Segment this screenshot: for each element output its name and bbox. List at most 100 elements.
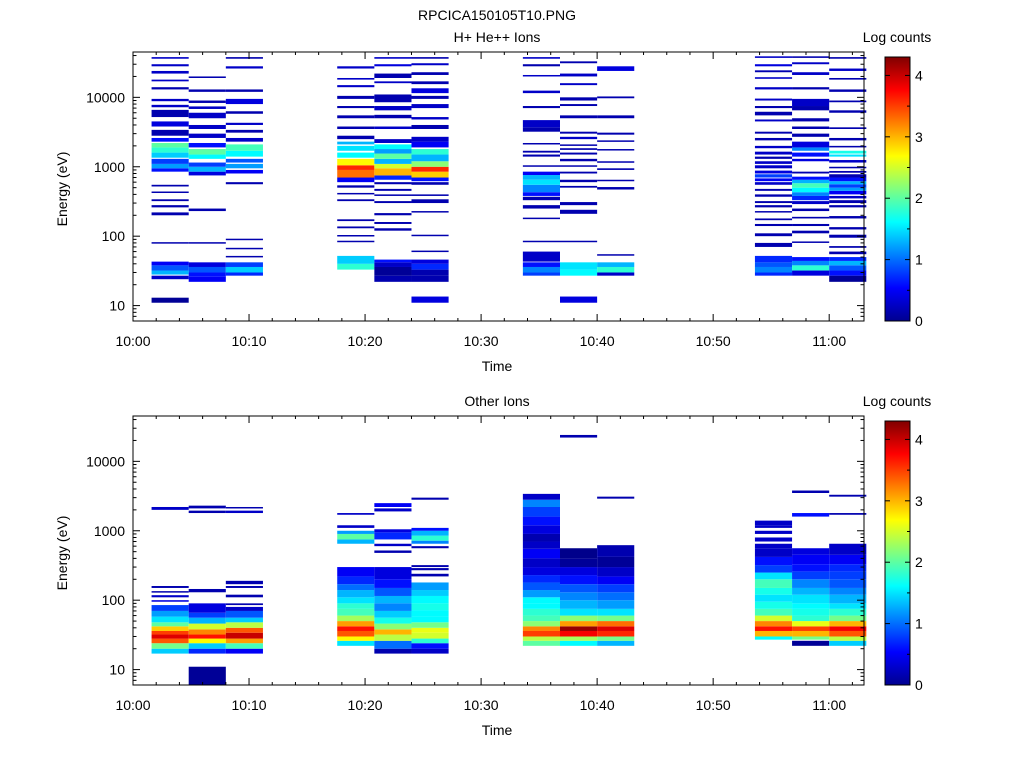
heatmap-cell [522, 142, 560, 145]
heatmap-cell [225, 627, 263, 633]
heatmap-cell [411, 194, 449, 196]
heatmap-cell [151, 616, 189, 623]
heatmap-cell [225, 610, 263, 618]
heatmap-cell [754, 601, 793, 609]
heatmap-cell [754, 194, 793, 197]
heatmap-cell [597, 66, 635, 71]
heatmap-cell [337, 219, 375, 222]
heatmap-cell [792, 548, 830, 555]
heatmap-cell [151, 297, 189, 303]
heatmap-cell [188, 112, 226, 119]
heatmap-cell [829, 187, 867, 191]
heatmap-cell [337, 640, 375, 646]
heatmap-cell [560, 575, 598, 585]
heatmap-cell [225, 238, 263, 241]
heatmap-cell [754, 525, 793, 528]
heatmap-cell [188, 100, 226, 103]
heatmap-cell [337, 192, 375, 195]
heatmap-cell [374, 266, 412, 276]
colorbar-tick-label: 1 [915, 616, 923, 632]
heatmap-cell [754, 636, 793, 640]
heatmap-cell [188, 634, 226, 639]
heatmap-cell [560, 209, 598, 214]
colorbar-tick-label: 2 [915, 554, 923, 570]
heatmap-cell [754, 156, 793, 159]
heatmap-cell [792, 223, 830, 227]
heatmap-cell [829, 246, 867, 248]
heatmap-cell [374, 648, 412, 654]
colorbar-label: Log counts [863, 393, 932, 409]
heatmap-cell [597, 115, 635, 119]
heatmap-cell [374, 567, 412, 580]
heatmap-cell [829, 571, 867, 580]
heatmap-cell [337, 576, 375, 585]
heatmap-cell [829, 621, 867, 627]
x-tick-label: 10:40 [580, 333, 615, 349]
heatmap-cell [597, 626, 635, 631]
heatmap-cell [829, 127, 867, 129]
heatmap-cell [411, 582, 449, 591]
heatmap-cell [188, 648, 226, 654]
heatmap-cell [188, 638, 226, 644]
heatmap-cell [411, 535, 449, 541]
heatmap-cell [522, 597, 560, 604]
heatmap-cell [560, 269, 598, 276]
heatmap-cell [188, 629, 226, 635]
heatmap-cell [792, 141, 830, 148]
heatmap-cell [560, 144, 598, 146]
heatmap-cell [411, 250, 449, 253]
heatmap-cell [829, 200, 867, 204]
heatmap-cell [829, 594, 867, 604]
heatmap-cell [792, 98, 830, 107]
heatmap-cell [225, 603, 263, 606]
heatmap-cell [522, 205, 560, 209]
heatmap-cell [411, 269, 449, 276]
x-tick-label: 10:10 [232, 333, 267, 349]
heatmap-cell [522, 171, 560, 176]
heatmap-cell [560, 165, 598, 167]
heatmap-cell [411, 182, 449, 185]
heatmap-cell [792, 257, 830, 261]
heatmap-cell [522, 90, 560, 94]
heatmap-cell [374, 188, 412, 191]
heatmap-cell [560, 558, 598, 568]
heatmap-cell [597, 187, 635, 190]
heatmap-cell [754, 587, 793, 595]
heatmap-cell [337, 152, 375, 158]
heatmap-cell [337, 525, 375, 528]
heatmap-cell [792, 587, 830, 595]
heatmap-cell [754, 201, 793, 204]
heatmap-cell [754, 548, 793, 557]
heatmap-cell [411, 104, 449, 109]
colorbar-tick-label: 2 [915, 190, 923, 206]
heatmap-cell [522, 615, 560, 622]
heatmap-cell [151, 70, 189, 74]
heatmap-cell [225, 262, 263, 267]
heatmap-cell [151, 121, 189, 127]
heatmap-cell [374, 163, 412, 169]
heatmap-cell [411, 527, 449, 531]
heatmap-cell [829, 195, 867, 199]
heatmap-cell [411, 161, 449, 167]
heatmap-cell [337, 630, 375, 637]
heatmap-cell [792, 179, 830, 184]
heatmap-cell [560, 636, 598, 641]
heatmap-cell [151, 506, 189, 510]
heatmap-cell [829, 630, 867, 637]
heatmap-cell [411, 643, 449, 649]
heatmap-cell [560, 434, 598, 438]
heatmap-cell [792, 72, 830, 75]
heatmap-cell [560, 608, 598, 616]
heatmap-cell [522, 179, 560, 185]
heatmap-cell [597, 132, 635, 135]
heatmap-cell [337, 145, 375, 151]
heatmap-cell [374, 158, 412, 164]
y-tick-label: 100 [102, 592, 126, 608]
heatmap-cell [522, 621, 560, 627]
heatmap-cell [754, 111, 793, 116]
heatmap-cell [411, 81, 449, 85]
heatmap-cell [374, 228, 412, 231]
heatmap-cell [754, 242, 793, 247]
heatmap-cell [411, 275, 449, 282]
heatmap-cell [151, 104, 189, 108]
